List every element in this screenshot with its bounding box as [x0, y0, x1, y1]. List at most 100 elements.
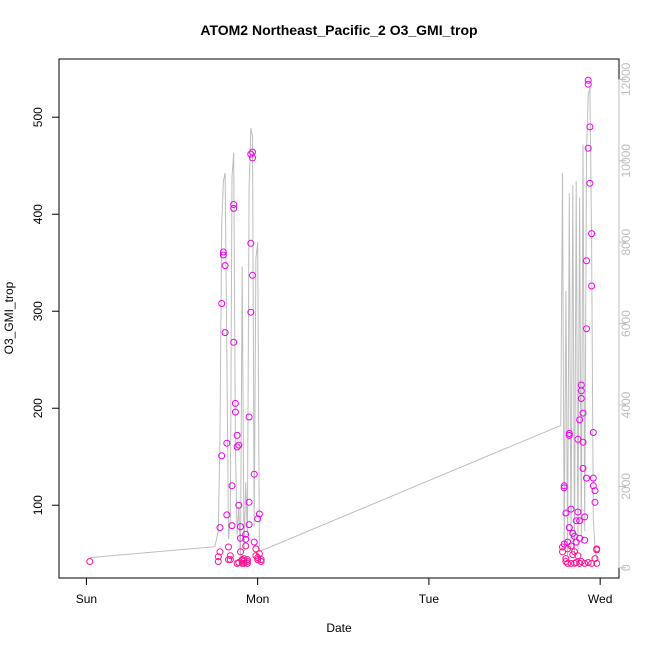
data-point	[242, 542, 250, 550]
data-point	[562, 509, 570, 517]
data-point	[581, 559, 589, 567]
data-point	[216, 524, 224, 532]
data-point	[218, 300, 226, 307]
data-point	[588, 230, 596, 238]
plot-frame	[58, 58, 620, 579]
data-point	[577, 381, 585, 389]
data-point	[567, 505, 575, 513]
chart-title: ATOM2 Northeast_Pacific_2 O3_GMI_trop	[200, 22, 477, 38]
data-point	[564, 538, 572, 546]
data-point	[223, 511, 231, 519]
data-point	[228, 482, 236, 490]
data-point	[252, 545, 260, 553]
y-axis-right: 0 2000 4000 6000 8000 10000 12000	[618, 62, 633, 571]
data-point	[242, 530, 250, 538]
y-axis-label: O3_GMI_trop	[2, 281, 16, 354]
x-tick-label: Mon	[246, 592, 269, 606]
data-point	[591, 498, 599, 506]
data-point	[223, 439, 231, 447]
data-point	[252, 552, 260, 560]
data-point	[231, 408, 239, 416]
data-point	[245, 413, 253, 421]
data-point	[574, 435, 582, 443]
data-point	[589, 474, 597, 482]
data-point	[233, 443, 241, 451]
data-point	[584, 80, 592, 88]
data-point	[567, 542, 575, 550]
data-point	[237, 523, 244, 531]
data-point	[572, 538, 580, 546]
data-point	[214, 558, 222, 565]
y2-tick-label: 10000	[619, 144, 633, 178]
data-point	[577, 395, 585, 402]
data-point	[254, 515, 262, 523]
data-point	[231, 399, 239, 407]
data-point	[235, 501, 243, 509]
data-point	[247, 308, 255, 316]
data-point	[588, 282, 596, 290]
y-tick-label: 200	[31, 398, 45, 418]
data-point	[584, 76, 592, 84]
data-point	[593, 559, 601, 567]
data-point	[218, 452, 226, 460]
y2-tick-label: 6000	[619, 310, 633, 337]
data-point	[591, 487, 599, 495]
data-point	[235, 559, 243, 566]
y-axis-left: 100 200 300 400 500	[31, 107, 59, 515]
data-point	[230, 204, 238, 212]
data-point	[221, 329, 229, 337]
data-point	[583, 325, 590, 333]
data-point	[576, 517, 584, 525]
data-point	[242, 535, 250, 543]
data-point	[249, 271, 256, 279]
data-point	[219, 248, 227, 256]
data-point	[577, 387, 585, 395]
data-point	[591, 555, 599, 563]
data-point	[219, 251, 227, 259]
data-point	[235, 441, 243, 449]
data-point	[581, 536, 589, 544]
data-point	[574, 508, 582, 516]
data-point	[237, 534, 244, 542]
data-point	[250, 538, 258, 546]
data-point	[245, 498, 253, 506]
data-point	[230, 338, 238, 346]
data-point	[560, 540, 568, 548]
y2-tick-label: 2000	[619, 473, 633, 500]
data-point	[214, 553, 222, 561]
data-point	[247, 150, 255, 158]
data-point	[562, 555, 570, 563]
data-point	[579, 438, 587, 446]
data-point	[588, 559, 596, 567]
x-tick-label: Tue	[419, 592, 440, 606]
data-point	[572, 517, 580, 525]
y2-tick-label: 8000	[619, 229, 633, 256]
data-point	[584, 559, 592, 566]
data-point	[255, 510, 263, 518]
data-point	[216, 548, 224, 556]
value-line	[89, 87, 598, 560]
data-point	[560, 482, 568, 490]
data-point	[586, 179, 594, 187]
x-tick-label: Sun	[76, 592, 97, 606]
data-point	[250, 470, 258, 478]
data-point	[579, 409, 587, 417]
data-point	[589, 482, 597, 490]
data-point	[576, 416, 584, 424]
data-point	[560, 484, 568, 492]
data-point	[593, 545, 601, 553]
y2-tick-label: 4000	[619, 391, 633, 418]
data-point	[240, 559, 248, 567]
data-point	[257, 558, 265, 565]
data-point	[249, 154, 256, 162]
data-point	[225, 543, 232, 551]
data-point	[589, 429, 597, 436]
data-point	[559, 548, 566, 556]
y-tick-label: 100	[31, 495, 45, 515]
data-point	[583, 257, 590, 265]
data-point	[564, 559, 572, 567]
data-point	[576, 559, 584, 567]
data-point	[237, 548, 244, 556]
x-axis: Sun Mon Tue Wed	[76, 578, 612, 606]
